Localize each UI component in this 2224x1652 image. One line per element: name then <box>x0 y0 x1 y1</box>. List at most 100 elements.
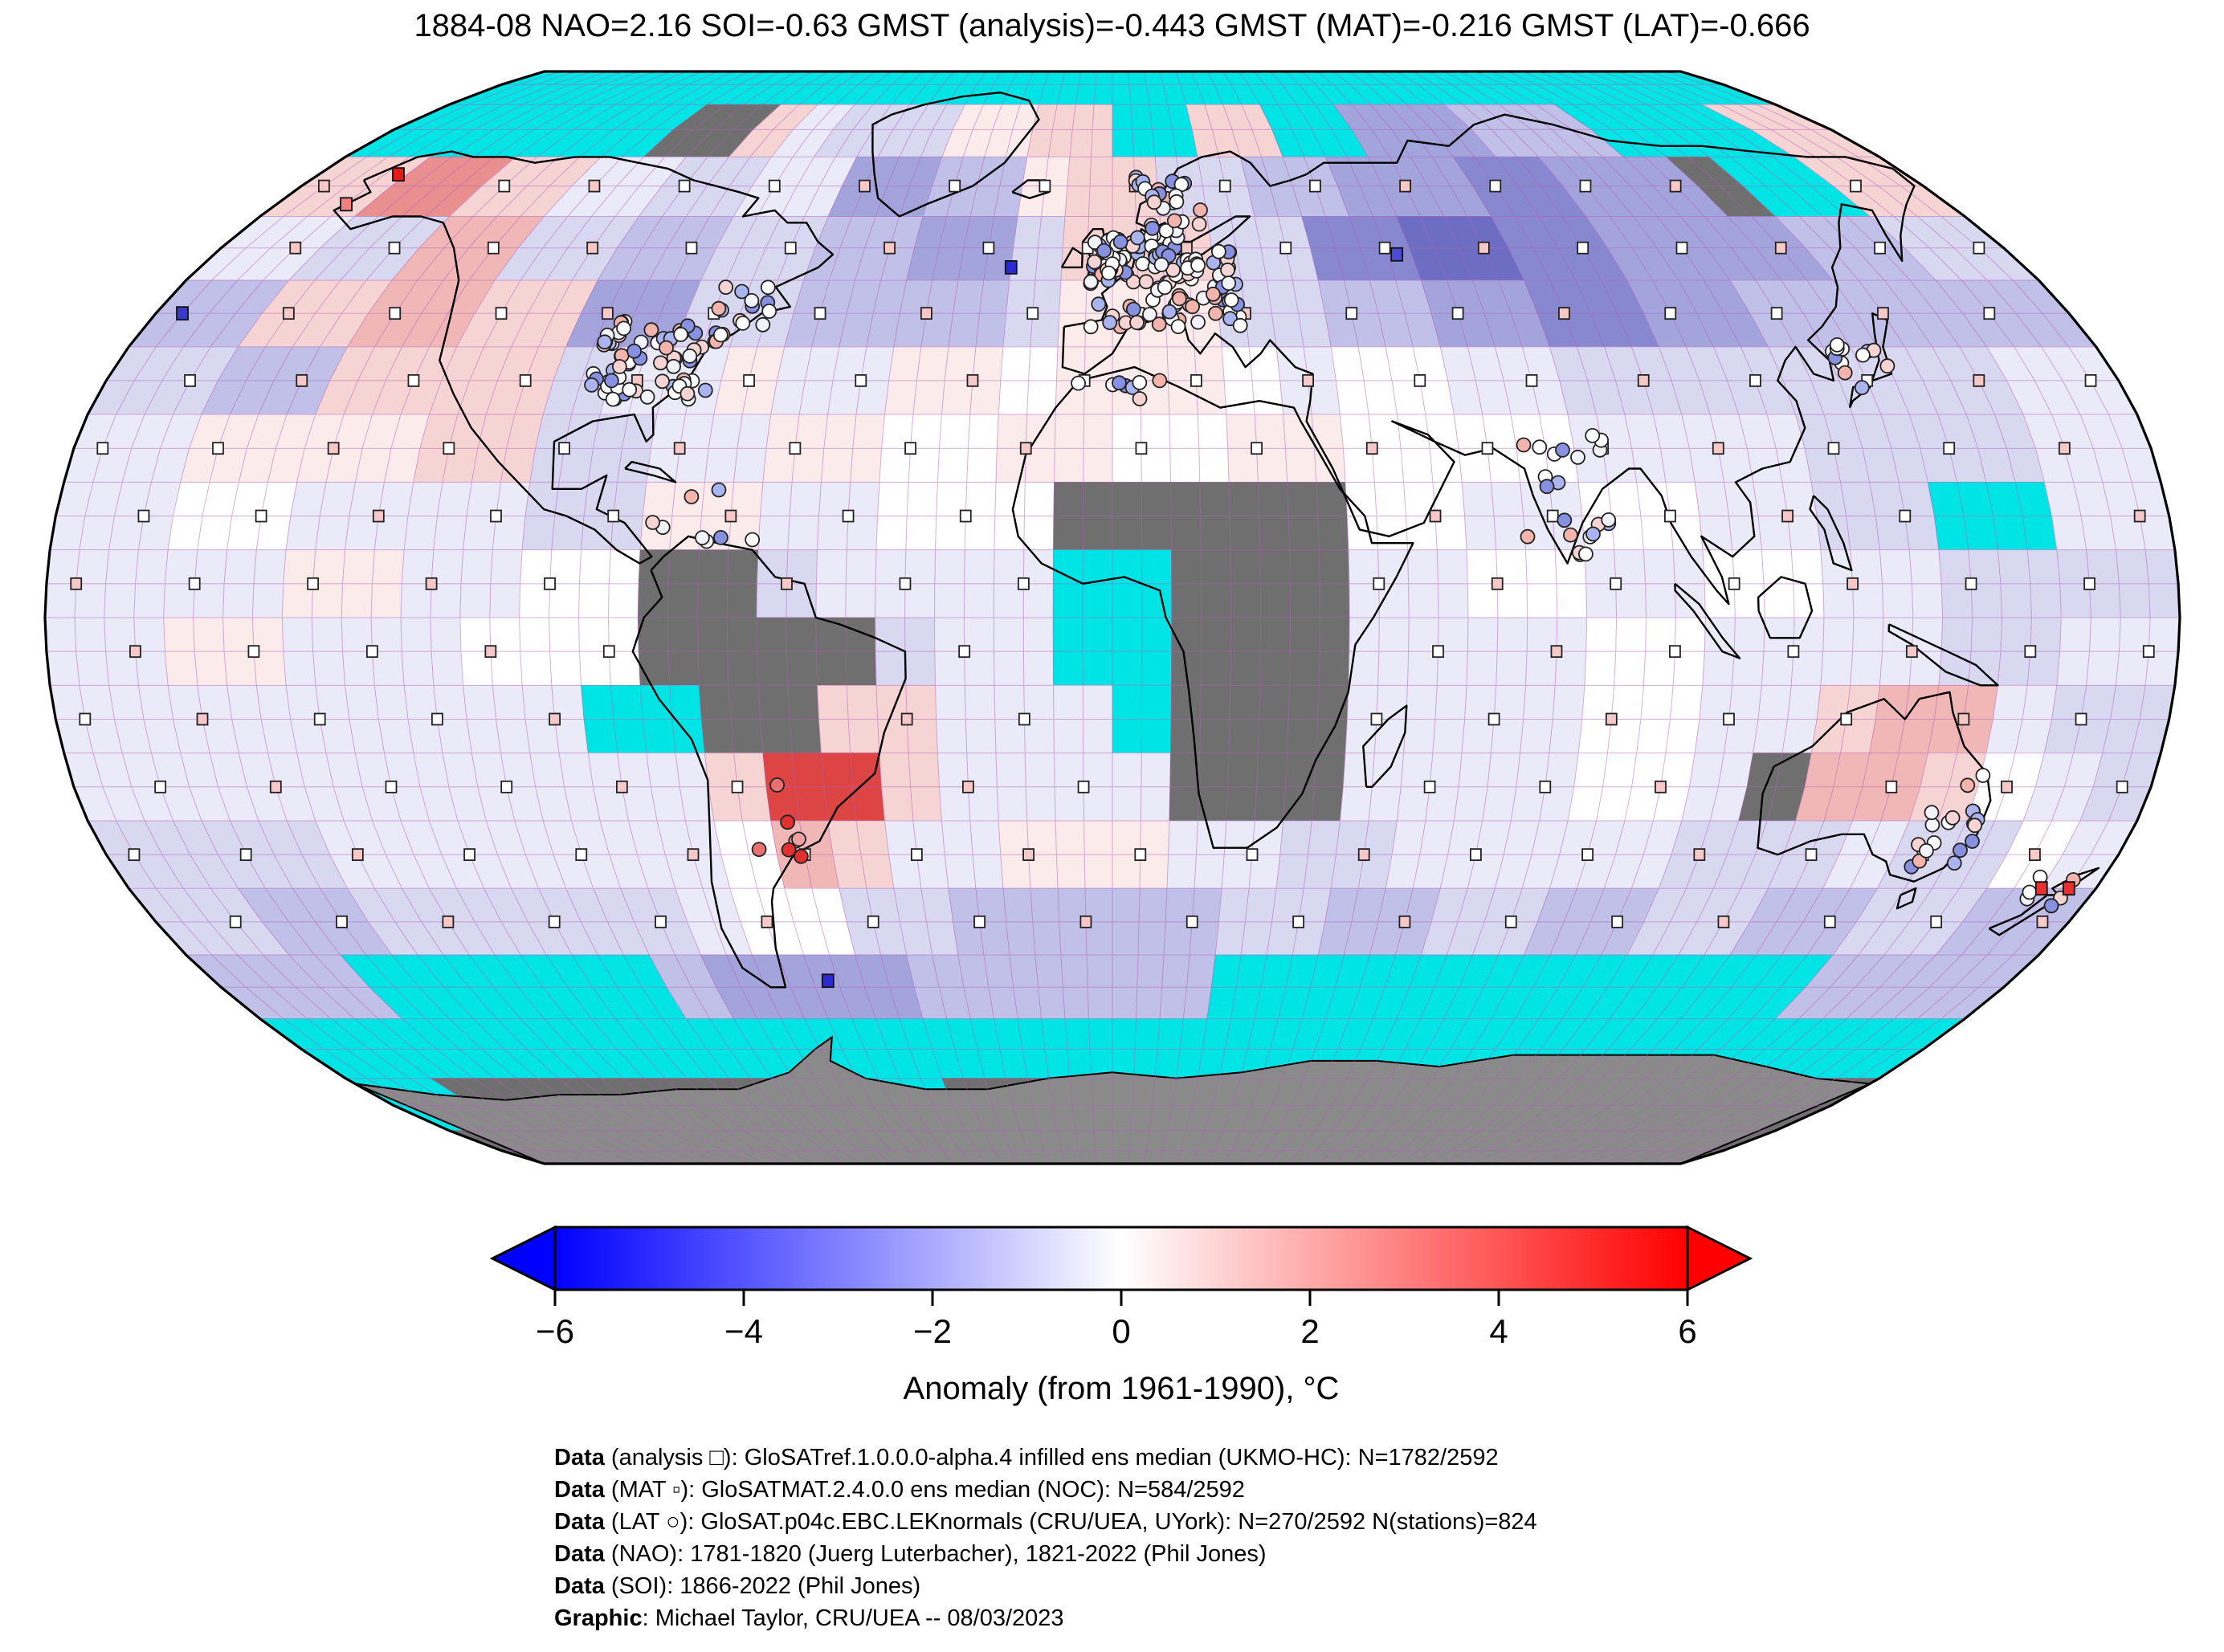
station-marker <box>1585 427 1601 443</box>
mat-marker <box>1899 509 1912 523</box>
station-marker <box>712 327 728 343</box>
mat-marker <box>1605 712 1618 726</box>
coastline-path <box>1674 582 1741 659</box>
station-marker <box>1193 202 1208 218</box>
station-marker <box>794 849 809 864</box>
colorbar-left-arrow <box>489 1225 557 1292</box>
station-marker <box>1172 291 1187 307</box>
analysis-marker <box>1004 260 1018 275</box>
caption-prefix: Data <box>554 1573 605 1599</box>
station-marker <box>1829 337 1845 353</box>
station-marker <box>1837 365 1853 381</box>
mat-marker <box>2083 577 2095 590</box>
mat-marker <box>1885 780 1898 793</box>
station-marker <box>1125 301 1141 317</box>
station-marker <box>682 348 698 364</box>
station-marker <box>1112 234 1128 250</box>
mat-marker <box>1134 848 1147 862</box>
mat-marker <box>904 442 916 455</box>
mat-marker <box>1370 712 1383 726</box>
mat-marker <box>1181 241 1193 255</box>
station-marker <box>713 530 728 545</box>
station-marker <box>684 489 700 504</box>
mat-marker <box>731 780 744 793</box>
station-marker <box>1083 319 1099 335</box>
grid-cell <box>1159 954 1216 1019</box>
mat-marker <box>1611 915 1624 928</box>
colorbar-ticks: −6 −4 −2 0 2 4 6 <box>536 1290 1697 1350</box>
mat-marker <box>318 179 330 193</box>
map-boundary <box>43 70 2181 1165</box>
station-marker <box>1170 319 1186 335</box>
mat-marker <box>239 848 252 862</box>
mat-marker <box>685 241 698 255</box>
mat-marker <box>313 712 326 726</box>
coastline-path <box>871 92 1040 218</box>
mat-marker <box>2084 373 2097 387</box>
mat-marker <box>1712 442 1724 455</box>
colorbar-right-arrow <box>1686 1225 1753 1292</box>
station-marker <box>1129 315 1145 331</box>
station-marker <box>1585 526 1601 542</box>
mat-marker <box>687 848 700 862</box>
mat-marker <box>1018 577 1030 590</box>
mat-square-markers <box>70 179 2155 928</box>
station-marker <box>1220 262 1235 278</box>
analysis-marker <box>1390 247 1404 262</box>
mat-marker <box>1451 307 1464 320</box>
station-marker <box>1153 257 1169 272</box>
station-marker <box>1146 194 1162 210</box>
mat-marker <box>2001 780 2013 793</box>
mat-marker <box>743 373 755 387</box>
mat-marker <box>1577 241 1589 255</box>
mat-marker <box>973 915 985 928</box>
station-marker <box>1208 305 1223 321</box>
mat-marker <box>484 645 497 659</box>
station-marker <box>780 814 795 830</box>
mat-marker <box>336 915 348 928</box>
mat-marker <box>1190 373 1202 387</box>
coastline-path <box>1896 887 1917 910</box>
mat-marker <box>487 241 500 255</box>
mat-marker <box>781 577 793 590</box>
coastline-path <box>333 150 835 565</box>
coastline-path <box>1061 113 1916 606</box>
mat-marker <box>184 373 196 387</box>
colorbar-axis-label: Anomaly (from 1961-1990), °C <box>904 1371 1340 1406</box>
mat-marker <box>1943 442 1956 455</box>
caption-prefix: Data <box>554 1445 605 1470</box>
station-marker <box>1854 380 1870 396</box>
coastline-path <box>1757 576 1814 639</box>
mat-marker <box>1770 307 1783 320</box>
station-marker <box>744 292 760 308</box>
grid-cell <box>1069 104 1113 157</box>
station-marker <box>659 340 674 356</box>
mat-marker <box>586 241 599 255</box>
mat-marker <box>289 241 302 255</box>
mat-marker <box>327 442 340 455</box>
mat-marker <box>1399 179 1411 193</box>
station-marker <box>1132 374 1148 390</box>
analysis-marker <box>176 306 189 321</box>
station-marker <box>1855 347 1871 363</box>
station-marker <box>751 842 767 857</box>
mat-marker <box>1905 645 1918 659</box>
station-marker <box>605 391 621 407</box>
station-marker <box>1185 299 1200 315</box>
mat-marker <box>1877 307 1889 320</box>
mat-marker <box>1345 307 1358 320</box>
mat-marker <box>247 645 260 659</box>
mat-marker <box>899 577 912 590</box>
station-marker <box>1112 375 1127 391</box>
colorbar: −6 −4 −2 0 2 4 6 Anomaly (from 1961-1990), °C <box>489 1225 1753 1406</box>
mat-marker <box>96 442 109 455</box>
station-marker <box>639 389 655 405</box>
mat-marker <box>2029 848 2041 862</box>
station-marker <box>1924 805 1940 821</box>
station-marker <box>711 482 727 498</box>
colorbar-tick-label: −2 <box>913 1312 952 1350</box>
mat-marker <box>1840 712 1853 726</box>
mat-marker <box>212 442 224 455</box>
mat-marker <box>575 848 588 862</box>
